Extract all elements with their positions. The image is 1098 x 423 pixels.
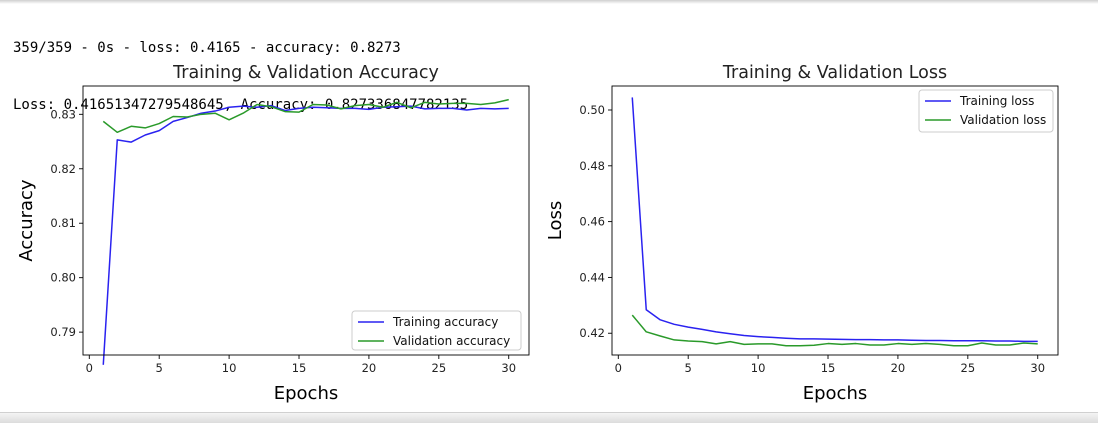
accuracy-y-tick-label: 0.83 <box>50 107 76 121</box>
top-shadow <box>0 0 1098 4</box>
accuracy-chart-title: Training & Validation Accuracy <box>172 63 439 83</box>
accuracy-legend: Training accuracy Validation accuracy <box>351 310 522 351</box>
loss-x-tick-label: 15 <box>821 361 836 375</box>
loss-y-tick-label: 0.42 <box>579 326 605 340</box>
accuracy-x-tick-label: 30 <box>501 361 516 375</box>
loss-legend: Training loss Validation loss <box>918 89 1054 133</box>
accuracy-legend-entry: Training accuracy <box>392 315 498 329</box>
loss-y-tick-label: 0.50 <box>579 103 605 117</box>
loss-y-tick-label: 0.44 <box>579 270 605 284</box>
loss-series-training-loss <box>631 97 1038 343</box>
loss-x-tick-label: 20 <box>891 361 906 375</box>
accuracy-series-validation-accuracy <box>102 98 509 134</box>
accuracy-x-tick-label: 0 <box>86 361 93 375</box>
accuracy-x-tick-label: 5 <box>156 361 163 375</box>
accuracy-y-axis-label: Accuracy <box>16 179 37 262</box>
accuracy-plot-frame <box>82 85 530 356</box>
output-scrollbar[interactable] <box>0 412 1098 423</box>
accuracy-legend-box <box>351 310 522 351</box>
loss-x-tick-label: 30 <box>1030 361 1045 375</box>
loss-y-tick-label: 0.48 <box>579 159 605 173</box>
loss-x-tick-label: 5 <box>685 361 692 375</box>
accuracy-x-tick-label: 20 <box>362 361 377 375</box>
accuracy-y-tick-label: 0.82 <box>50 162 76 176</box>
loss-chart: Training & Validation Loss 0 5 10 15 20 25 30 0.… <box>545 63 1059 404</box>
accuracy-y-tick-label: 0.79 <box>50 325 76 339</box>
loss-legend-entry: Validation loss <box>960 113 1046 127</box>
accuracy-y-tick-label: 0.81 <box>50 216 76 230</box>
loss-x-tick-label: 0 <box>615 361 622 375</box>
loss-y-tick-label: 0.46 <box>579 215 605 229</box>
loss-series-validation-loss <box>631 314 1038 347</box>
loss-x-tick-label: 10 <box>751 361 766 375</box>
loss-x-tick-label: 25 <box>961 361 976 375</box>
loss-y-axis-label: Loss <box>545 201 566 240</box>
accuracy-y-tick-label: 0.80 <box>50 271 76 285</box>
loss-legend-entry: Training loss <box>959 94 1034 108</box>
loss-legend-box <box>918 89 1054 133</box>
loss-chart-title: Training & Validation Loss <box>722 63 947 83</box>
accuracy-legend-entry: Validation accuracy <box>393 334 510 348</box>
plots-canvas: Training & Validation Accuracy 0 5 10 15 20 25… <box>16 63 1059 404</box>
accuracy-x-axis-label: Epochs <box>274 383 339 404</box>
accuracy-chart: Training & Validation Accuracy 0 5 10 15 20 25… <box>16 63 530 404</box>
loss-plot-frame <box>611 85 1059 356</box>
accuracy-x-tick-label: 10 <box>222 361 237 375</box>
loss-x-axis-label: Epochs <box>803 383 868 404</box>
accuracy-x-tick-label: 25 <box>432 361 447 375</box>
console-line-progress: 359/359 - 0s - loss: 0.4165 - accuracy: … <box>13 40 401 56</box>
accuracy-x-tick-label: 15 <box>292 361 307 375</box>
